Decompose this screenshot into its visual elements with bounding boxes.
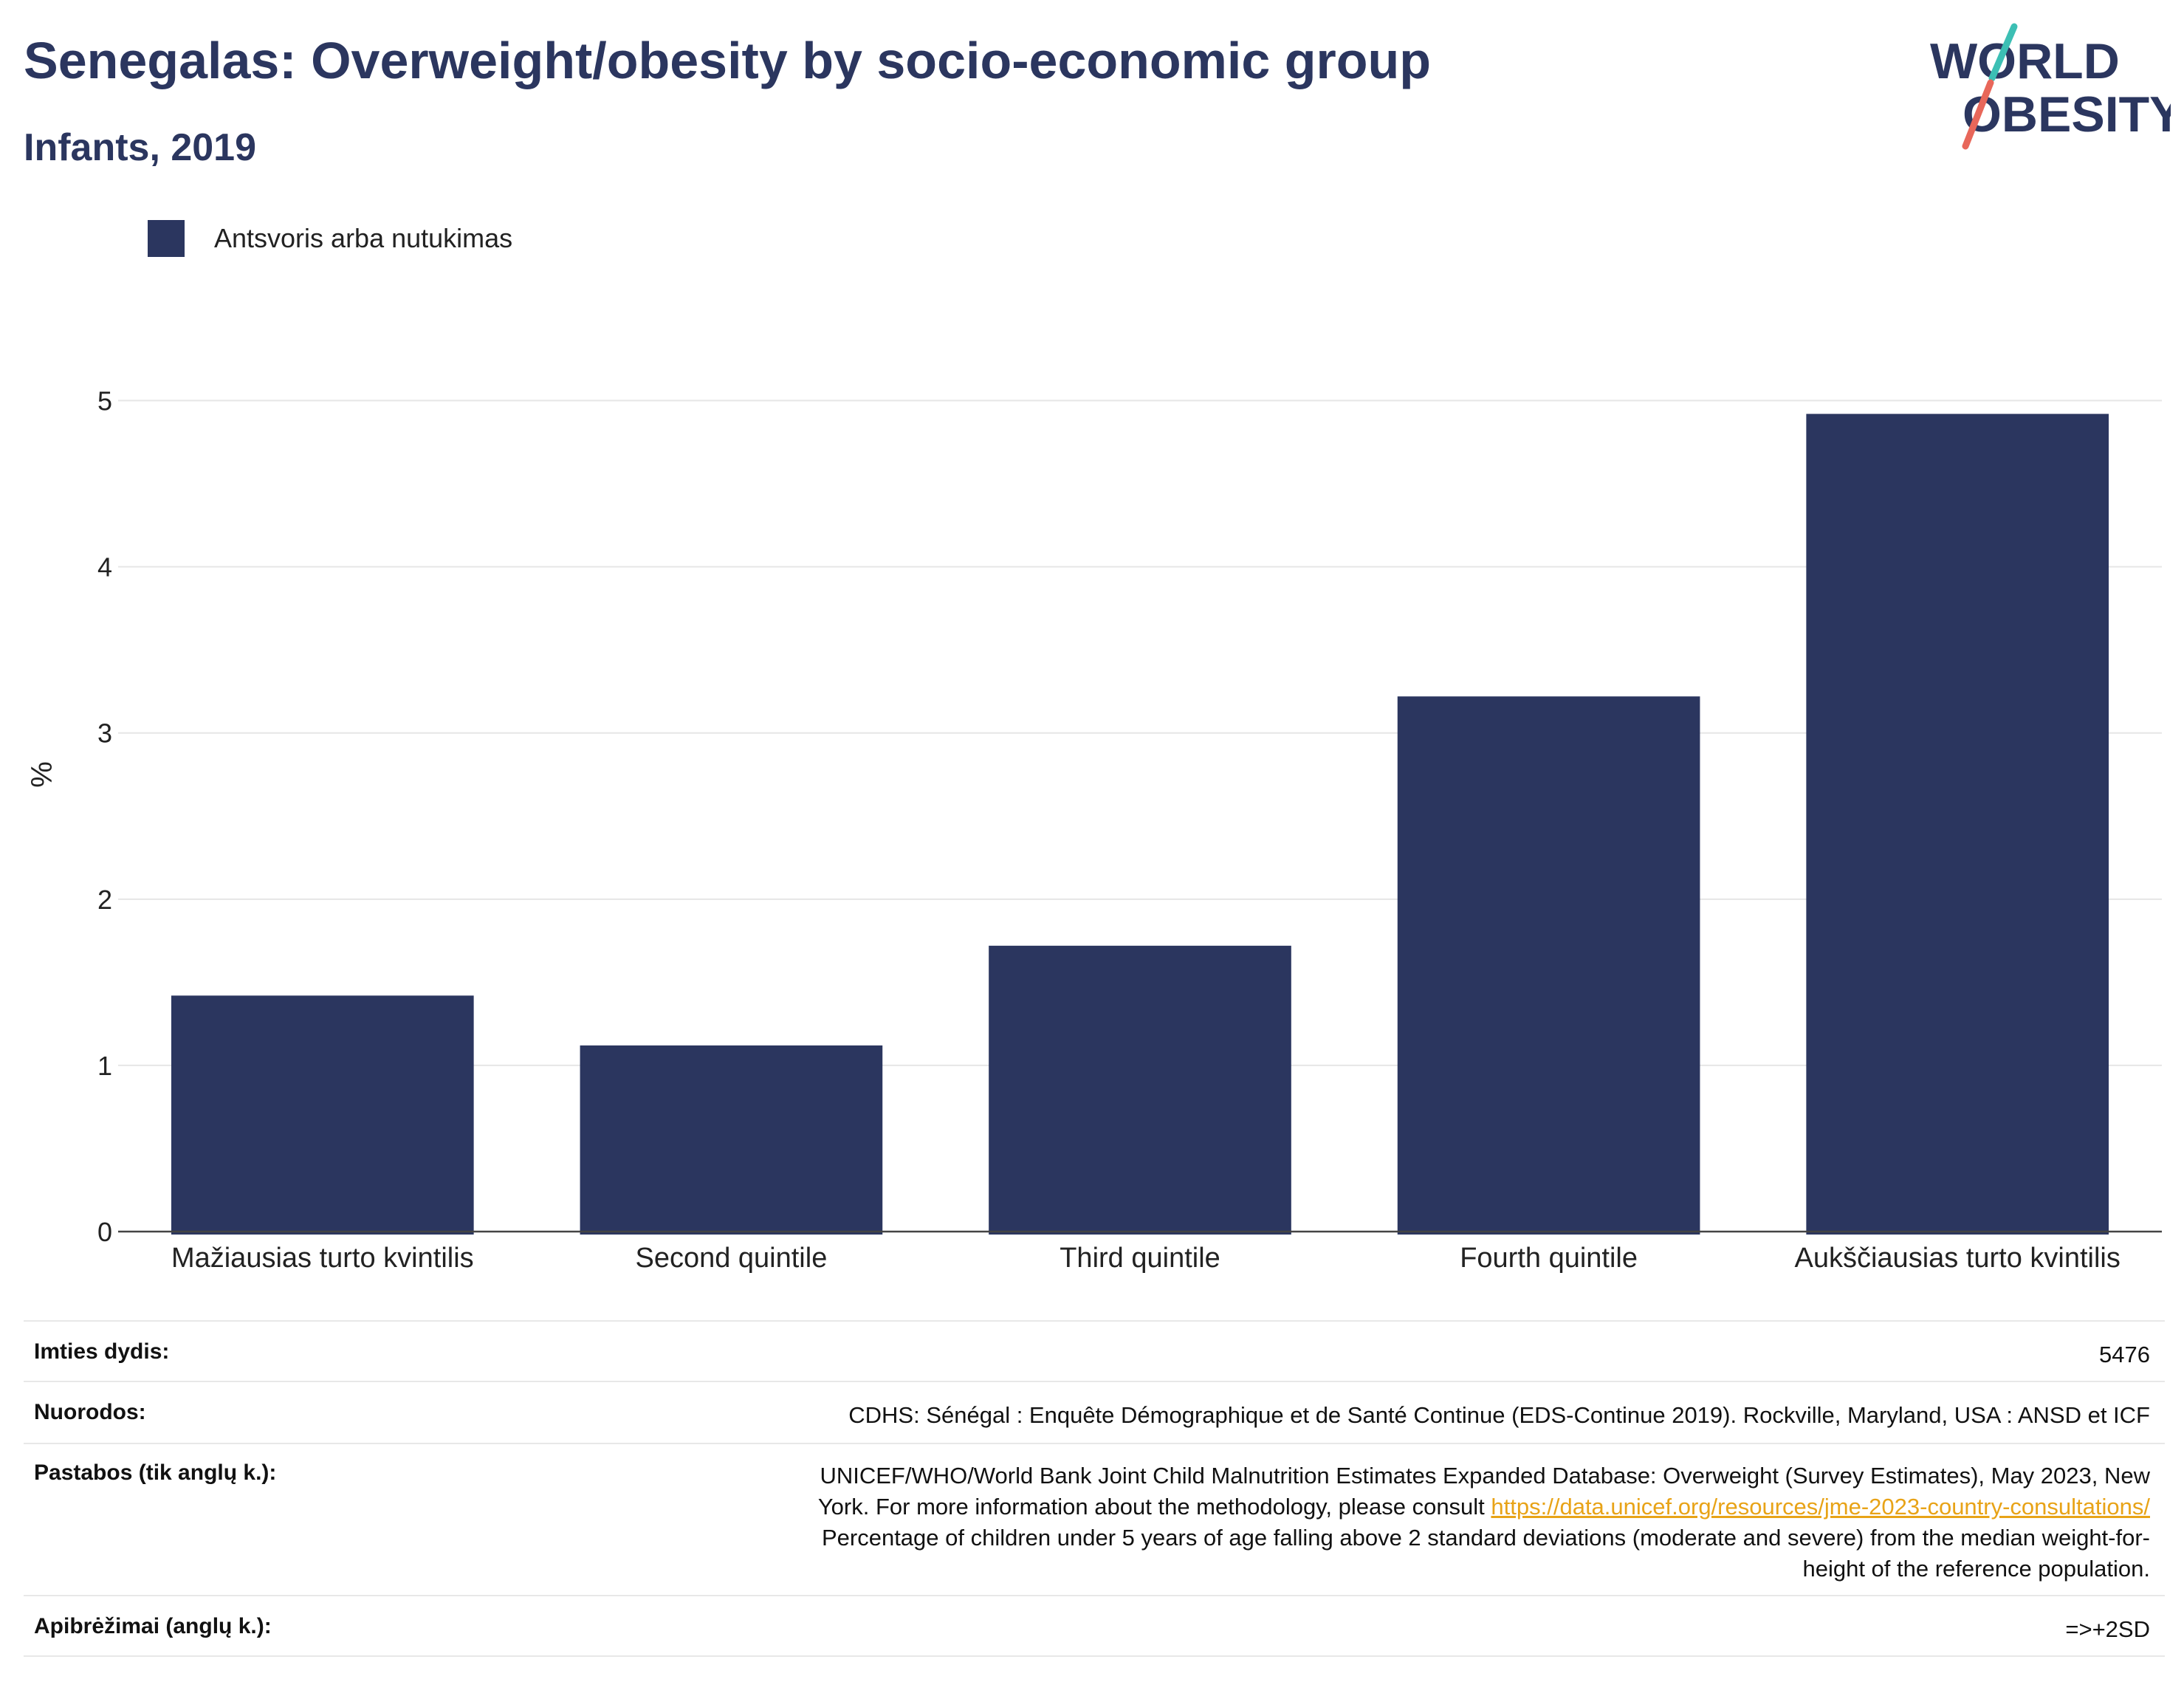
notes-value: UNICEF/WHO/World Bank Joint Child Malnut… bbox=[818, 1460, 2150, 1585]
info-separator bbox=[24, 1595, 2165, 1596]
info-row-references: Nuorodos: CDHS: Sénégal : Enquête Démogr… bbox=[24, 1400, 2150, 1431]
bar bbox=[1397, 696, 1700, 1235]
info-row-notes: Pastabos (tik anglų k.): UNICEF/WHO/Worl… bbox=[24, 1460, 2150, 1585]
info-separator bbox=[24, 1443, 2165, 1444]
legend-label: Antsvoris arba nutukimas bbox=[214, 223, 513, 253]
sample-size-key: Imties dydis: bbox=[34, 1339, 170, 1364]
bar bbox=[1806, 413, 2109, 1235]
bar bbox=[171, 995, 474, 1235]
y-tick-label: 5 bbox=[97, 386, 112, 416]
definitions-key: Apibrėžimai (anglų k.): bbox=[34, 1614, 272, 1638]
notes-line-2-text: York. For more information about the met… bbox=[817, 1494, 1485, 1520]
info-separator bbox=[24, 1320, 2165, 1322]
logo-slash-bottom bbox=[1962, 79, 1994, 150]
bar bbox=[989, 945, 1291, 1235]
info-separator bbox=[24, 1655, 2165, 1657]
definitions-value: =>+2SD bbox=[2065, 1616, 2150, 1642]
x-tick-label: Third quintile bbox=[1060, 1243, 1220, 1274]
logo-slash-top bbox=[1988, 23, 2018, 82]
sample-size-value: 5476 bbox=[2099, 1342, 2150, 1367]
legend-swatch bbox=[148, 220, 185, 257]
bar-chart: 0 1 2 3 4 5 Mažiausias turto kvintilis Second … bbox=[26, 386, 2162, 1274]
logo-word-world: WORLD bbox=[1930, 33, 2120, 89]
x-tick-label: Fourth quintile bbox=[1460, 1243, 1638, 1274]
notes-line-4: height of the reference population. bbox=[1802, 1556, 2150, 1582]
references-key: Nuorodos: bbox=[34, 1400, 146, 1424]
world-obesity-logo: WORLD OBESITY bbox=[1930, 23, 2171, 150]
y-axis-label: % bbox=[26, 761, 58, 788]
y-tick-label: 0 bbox=[97, 1217, 112, 1247]
info-separator bbox=[24, 1381, 2165, 1382]
y-tick-label: 4 bbox=[97, 552, 112, 583]
x-tick-label: Aukščiausias turto kvintilis bbox=[1795, 1243, 2121, 1274]
notes-line-3: Percentage of children under 5 years of … bbox=[821, 1525, 2150, 1551]
x-tick-label: Second quintile bbox=[635, 1243, 827, 1274]
info-row-sample-size: Imties dydis: 5476 bbox=[24, 1339, 2150, 1370]
methodology-link[interactable]: https://data.unicef.org/resources/jme-20… bbox=[1491, 1494, 2150, 1520]
logo-word-obesity: OBESITY bbox=[1962, 86, 2171, 143]
y-tick-label: 1 bbox=[97, 1051, 112, 1081]
info-row-definitions: Apibrėžimai (anglų k.): =>+2SD bbox=[24, 1614, 2150, 1645]
notes-line-2: York. For more information about the met… bbox=[818, 1491, 2150, 1522]
notes-key: Pastabos (tik anglų k.): bbox=[34, 1460, 277, 1485]
x-tick-labels: Mažiausias turto kvintilis Second quintil… bbox=[171, 1243, 2121, 1274]
x-tick-label: Mažiausias turto kvintilis bbox=[171, 1243, 474, 1274]
y-tick-labels: 0 1 2 3 4 5 bbox=[97, 386, 112, 1247]
notes-line-1: UNICEF/WHO/World Bank Joint Child Malnut… bbox=[820, 1463, 2150, 1489]
bars bbox=[171, 413, 2109, 1235]
chart-subtitle: Infants, 2019 bbox=[24, 126, 257, 169]
y-tick-label: 3 bbox=[97, 718, 112, 749]
legend: Antsvoris arba nutukimas bbox=[148, 220, 512, 257]
chart-title: Senegalas: Overweight/obesity by socio-e… bbox=[24, 32, 1431, 89]
y-tick-label: 2 bbox=[97, 885, 112, 915]
bar bbox=[580, 1045, 883, 1235]
references-value: CDHS: Sénégal : Enquête Démographique et… bbox=[848, 1402, 2150, 1428]
